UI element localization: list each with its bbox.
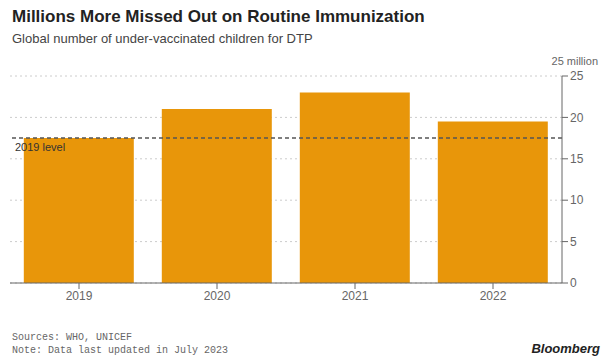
svg-text:15: 15	[570, 152, 584, 166]
svg-text:2019 level: 2019 level	[15, 141, 65, 153]
svg-text:2022: 2022	[480, 289, 507, 303]
svg-text:0: 0	[570, 276, 577, 290]
html-text:Global number of under-vaccina: Global number of under-vaccinated childr…	[12, 31, 313, 46]
svg-text:2021: 2021	[342, 289, 369, 303]
html-text:Millions More Missed Out on Ro: Millions More Missed Out on Routine Immu…	[12, 7, 425, 26]
svg-text:20: 20	[570, 111, 584, 125]
html-text:Note: Data last updated in Jul: Note: Data last updated in July 2023	[12, 345, 228, 356]
svg-text:2019: 2019	[66, 289, 93, 303]
svg-text:2020: 2020	[204, 289, 231, 303]
svg-text:5: 5	[570, 235, 577, 249]
html-text:Sources: WHO, UNICEF: Sources: WHO, UNICEF	[12, 332, 132, 343]
svg-text:10: 10	[570, 193, 584, 207]
html-text:Bloomberg: Bloomberg	[531, 341, 600, 356]
svg-text:25: 25	[570, 69, 584, 83]
html-text:25 million: 25 million	[551, 55, 598, 67]
